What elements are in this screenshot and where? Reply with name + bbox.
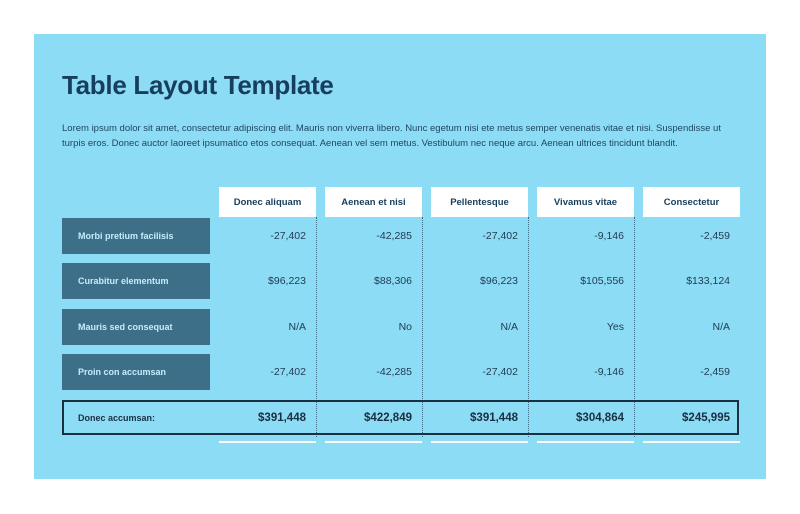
table-cell: $88,306	[374, 275, 412, 287]
table-cell: N/A	[500, 321, 518, 333]
table-cell: N/A	[288, 321, 306, 333]
total-cell: $391,448	[258, 411, 306, 424]
column-underline	[325, 441, 422, 443]
page-description: Lorem ipsum dolor sit amet, consectetur …	[62, 123, 721, 149]
table-cell: -27,402	[482, 366, 518, 378]
row-header: Morbi pretium facilisis	[62, 218, 210, 254]
row-header: Proin con accumsan	[62, 354, 210, 390]
column-header: Vivamus vitae	[537, 187, 634, 217]
column-underline	[219, 441, 316, 443]
column-separator	[422, 217, 423, 437]
table-cell: -2,459	[700, 230, 730, 242]
column-header: Consectetur	[643, 187, 740, 217]
total-cell: $245,995	[682, 411, 730, 424]
column-underline	[431, 441, 528, 443]
column-separator	[528, 217, 529, 437]
column-header: Pellentesque	[431, 187, 528, 217]
table-cell: -9,146	[594, 230, 624, 242]
table-cell: $96,223	[268, 275, 306, 287]
row-header: Mauris sed consequat	[62, 309, 210, 345]
table-cell: -42,285	[376, 366, 412, 378]
column-header: Donec aliquam	[219, 187, 316, 217]
table-cell: $105,556	[580, 275, 624, 287]
total-cell: $422,849	[364, 411, 412, 424]
total-label: Donec accumsan:	[78, 412, 156, 423]
total-row	[62, 400, 739, 435]
table-cell: -42,285	[376, 230, 412, 242]
column-separator	[316, 217, 317, 437]
table-cell: No	[398, 321, 412, 333]
table-cell: -27,402	[270, 366, 306, 378]
table-cell: $96,223	[480, 275, 518, 287]
column-underline	[537, 441, 634, 443]
table-cell: $133,124	[686, 275, 730, 287]
total-cell: $304,864	[576, 411, 624, 424]
table-cell: -2,459	[700, 366, 730, 378]
table-cell: Yes	[606, 321, 624, 333]
page-title: Table Layout Template	[62, 70, 334, 100]
table-cell: N/A	[712, 321, 730, 333]
table-cell: -27,402	[482, 230, 518, 242]
column-header: Aenean et nisi	[325, 187, 422, 217]
template-panel	[34, 34, 766, 479]
table-cell: -27,402	[270, 230, 306, 242]
column-underline	[643, 441, 740, 443]
row-header: Curabitur elementum	[62, 263, 210, 299]
column-separator	[634, 217, 635, 437]
total-cell: $391,448	[470, 411, 518, 424]
table-cell: -9,146	[594, 366, 624, 378]
